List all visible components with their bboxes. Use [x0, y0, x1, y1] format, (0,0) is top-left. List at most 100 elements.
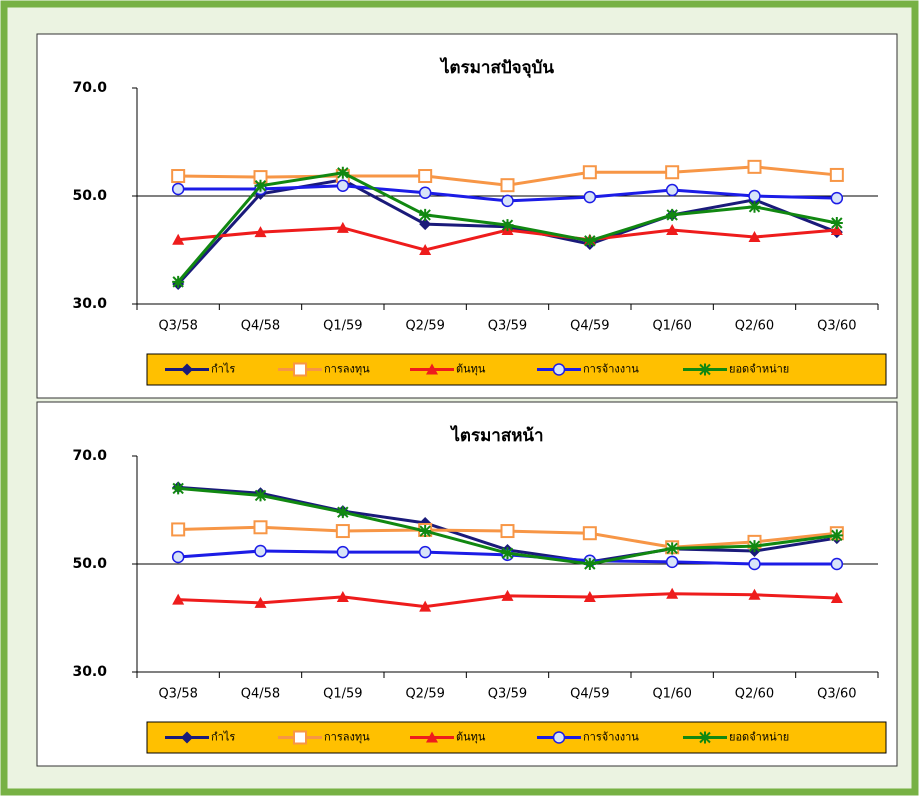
data-point — [171, 550, 185, 564]
data-point — [336, 179, 350, 192]
data-point — [172, 233, 185, 245]
x-tick-label: Q2/60 — [735, 319, 774, 334]
legend-marker — [699, 363, 711, 376]
y-tick-label: 50.0 — [72, 556, 107, 572]
data-point — [419, 244, 432, 255]
data-point — [172, 275, 185, 288]
chart-title: ไตรมาสหน้า — [449, 425, 543, 446]
data-point — [254, 544, 267, 558]
legend — [146, 721, 887, 754]
data-point — [254, 226, 267, 238]
data-point — [500, 524, 515, 539]
x-tick-label: Q3/58 — [158, 687, 197, 702]
data-point — [254, 179, 267, 192]
x-tick-label: Q4/58 — [241, 319, 280, 334]
x-tick-label: Q4/59 — [570, 687, 609, 702]
data-point — [335, 524, 350, 539]
data-point — [665, 183, 679, 197]
data-point — [501, 219, 514, 232]
data-point — [171, 169, 186, 184]
data-point — [171, 182, 185, 196]
y-tick-label: 30.0 — [72, 296, 107, 312]
data-point — [748, 557, 761, 571]
data-point — [419, 208, 432, 221]
legend-label: ต้นทุน — [456, 731, 486, 744]
legend-marker — [181, 363, 193, 376]
x-tick-label: Q2/59 — [405, 319, 444, 334]
legend-label: การลงทุน — [324, 363, 370, 376]
data-point — [583, 190, 597, 204]
data-point — [501, 547, 514, 560]
data-point — [830, 224, 843, 236]
x-tick-label: Q3/60 — [817, 319, 856, 334]
data-point — [336, 221, 349, 233]
legend-label: การจ้างงาน — [583, 363, 639, 376]
data-point — [666, 542, 679, 555]
data-point — [501, 589, 514, 601]
y-tick-label: 70.0 — [72, 80, 107, 96]
data-point — [748, 231, 761, 243]
data-point — [666, 587, 679, 599]
data-point — [829, 167, 844, 182]
data-point — [830, 217, 843, 229]
legend-label: กำไร — [211, 731, 235, 744]
data-point — [254, 596, 267, 608]
legend-marker — [552, 363, 566, 376]
x-tick-label: Q4/58 — [241, 687, 280, 702]
data-point — [336, 590, 349, 602]
data-point — [254, 489, 267, 502]
data-point — [336, 506, 349, 519]
legend-label: ยอดจำหน่าย — [729, 731, 789, 744]
legend — [146, 353, 887, 386]
x-tick-label: Q3/59 — [488, 319, 527, 334]
legend-marker — [699, 731, 711, 744]
y-tick-label: 50.0 — [72, 188, 107, 204]
data-point — [419, 525, 432, 538]
legend-label: กำไร — [211, 363, 235, 376]
x-tick-label: Q3/60 — [817, 687, 856, 702]
data-point — [500, 178, 515, 193]
legend-label: การจ้างงาน — [583, 731, 639, 744]
x-tick-label: Q3/58 — [158, 319, 197, 334]
x-tick-label: Q1/59 — [323, 319, 362, 334]
x-tick-label: Q1/60 — [652, 319, 691, 334]
data-point — [582, 165, 597, 180]
y-tick-label: 70.0 — [72, 448, 107, 464]
data-point — [748, 200, 761, 213]
x-tick-label: Q3/59 — [488, 687, 527, 702]
data-point — [666, 208, 679, 221]
legend-marker — [293, 730, 307, 745]
y-tick-label: 30.0 — [72, 664, 107, 680]
data-point — [418, 169, 433, 184]
data-point — [172, 593, 185, 605]
data-point — [748, 189, 761, 203]
data-point — [583, 558, 596, 570]
panel — [36, 33, 898, 399]
data-point — [665, 555, 679, 569]
data-point — [666, 224, 679, 236]
x-tick-label: Q4/59 — [570, 319, 609, 334]
data-point — [830, 191, 844, 205]
legend-marker — [552, 731, 566, 744]
legend-label: ต้นทุน — [456, 363, 486, 376]
data-point — [253, 520, 268, 535]
panel — [36, 401, 898, 767]
data-point — [336, 166, 349, 179]
data-point — [583, 590, 596, 602]
data-point — [830, 592, 843, 604]
data-point — [418, 186, 432, 200]
legend-marker — [293, 362, 307, 377]
x-tick-label: Q2/60 — [735, 687, 774, 702]
data-point — [747, 159, 762, 174]
data-point — [419, 218, 432, 231]
data-point — [582, 526, 597, 541]
data-point — [419, 600, 432, 612]
data-point — [748, 540, 761, 553]
data-point — [501, 194, 514, 208]
data-point — [171, 522, 186, 537]
legend-marker — [426, 731, 438, 743]
data-point — [336, 545, 350, 559]
data-point — [583, 234, 596, 247]
